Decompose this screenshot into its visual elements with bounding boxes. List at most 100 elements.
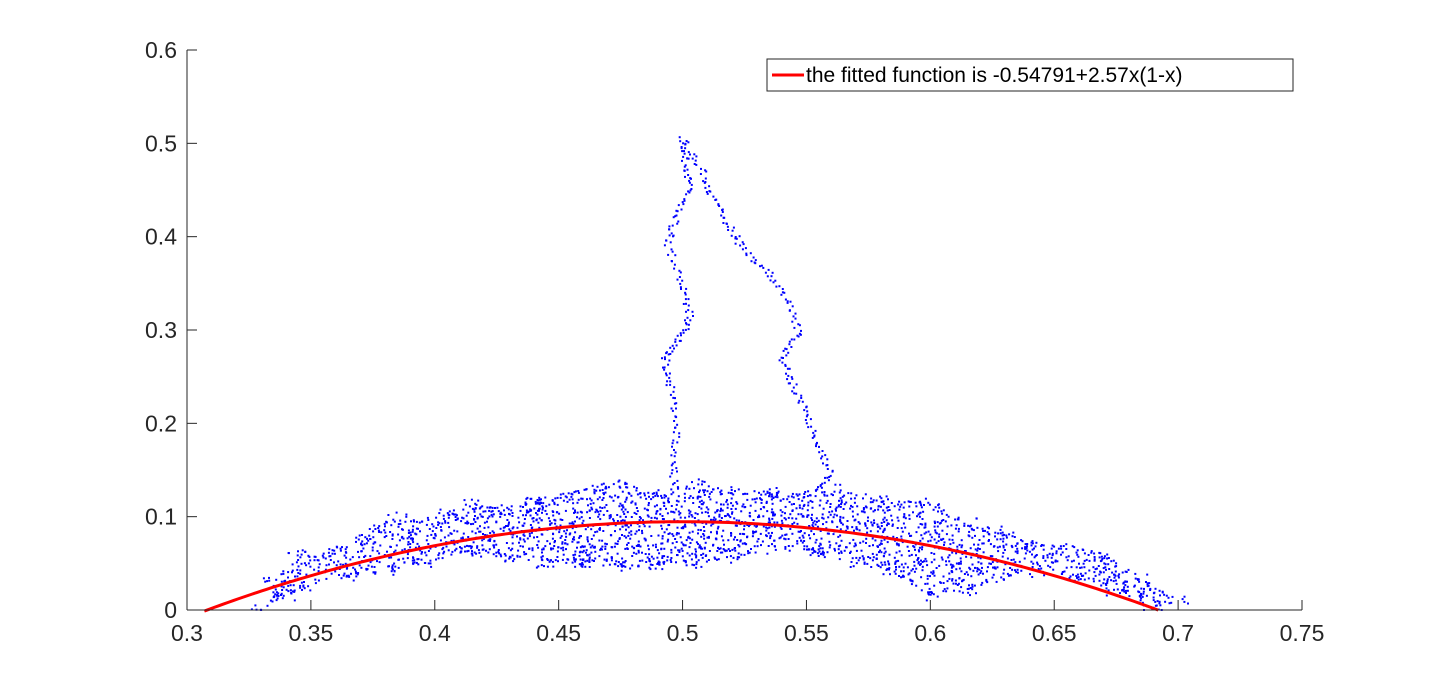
- data-point: [489, 538, 492, 541]
- data-point: [548, 520, 551, 523]
- data-point: [966, 588, 969, 590]
- data-point: [414, 546, 417, 549]
- data-point: [926, 582, 929, 585]
- data-point: [1020, 569, 1023, 572]
- data-point: [464, 522, 467, 525]
- data-point: [1054, 559, 1057, 562]
- data-point: [624, 508, 627, 511]
- data-point: [1068, 577, 1071, 579]
- data-point: [768, 526, 771, 529]
- data-point: [614, 542, 617, 545]
- data-point: [714, 518, 717, 521]
- data-point: [1145, 594, 1148, 597]
- data-point: [523, 540, 526, 543]
- data-point: [973, 543, 975, 546]
- data-point: [605, 543, 608, 546]
- data-point: [855, 494, 858, 497]
- data-point: [930, 561, 933, 564]
- data-point: [324, 557, 327, 560]
- data-point: [608, 563, 611, 566]
- data-point: [596, 498, 599, 501]
- data-point: [912, 511, 914, 514]
- data-point: [836, 514, 838, 517]
- data-point: [695, 541, 698, 544]
- data-point: [1102, 567, 1105, 570]
- data-point: [662, 366, 664, 369]
- data-point: [322, 556, 325, 559]
- data-point: [694, 512, 697, 515]
- data-point: [429, 547, 432, 550]
- data-point: [668, 228, 671, 231]
- data-point: [843, 503, 846, 506]
- data-point: [588, 561, 591, 563]
- data-point: [788, 309, 791, 312]
- data-point: [1111, 571, 1114, 574]
- data-point: [1000, 576, 1003, 579]
- data-point: [673, 347, 675, 350]
- data-point: [411, 530, 414, 533]
- data-point: [679, 536, 682, 539]
- data-point: [486, 517, 489, 520]
- data-point: [791, 390, 794, 393]
- data-point: [861, 555, 864, 558]
- data-point: [843, 549, 846, 552]
- data-point: [1097, 565, 1100, 567]
- data-point: [789, 513, 792, 516]
- data-point: [798, 399, 801, 402]
- data-point: [586, 511, 589, 514]
- data-point: [885, 506, 888, 509]
- data-point: [564, 509, 567, 512]
- data-point: [780, 527, 783, 530]
- data-point: [766, 491, 769, 494]
- data-point: [965, 571, 968, 574]
- data-point: [845, 546, 848, 549]
- data-point: [924, 522, 927, 525]
- data-point: [819, 530, 822, 532]
- data-point: [902, 506, 905, 509]
- data-point: [920, 506, 923, 509]
- data-point: [857, 559, 860, 562]
- data-point: [722, 503, 725, 506]
- data-point: [923, 532, 926, 535]
- data-point: [838, 491, 841, 494]
- data-point: [818, 550, 821, 553]
- data-point: [760, 544, 762, 547]
- data-point: [685, 140, 688, 142]
- data-point: [1007, 574, 1010, 577]
- data-point: [986, 531, 989, 534]
- data-point: [991, 555, 994, 558]
- data-point: [726, 499, 728, 502]
- data-point: [823, 491, 826, 493]
- data-point: [806, 515, 809, 518]
- data-point: [1021, 547, 1024, 550]
- data-point: [798, 506, 801, 509]
- data-point: [559, 493, 562, 496]
- data-point: [971, 563, 974, 566]
- data-point: [821, 482, 824, 485]
- data-point: [741, 248, 744, 251]
- data-point: [641, 529, 643, 532]
- data-point: [715, 501, 718, 504]
- data-point: [622, 510, 625, 513]
- data-point: [481, 544, 484, 547]
- data-point: [699, 173, 702, 175]
- data-point: [460, 537, 463, 540]
- data-point: [670, 510, 673, 513]
- data-point: [494, 507, 496, 509]
- data-point: [1079, 578, 1082, 581]
- data-point: [796, 494, 799, 497]
- data-point: [901, 530, 904, 533]
- data-point: [968, 535, 971, 538]
- data-point: [291, 569, 294, 572]
- data-point: [655, 512, 658, 515]
- data-point: [797, 498, 800, 501]
- data-point: [661, 542, 664, 545]
- data-point: [1063, 570, 1066, 573]
- data-point: [1060, 553, 1062, 556]
- data-point: [653, 505, 656, 508]
- data-point: [996, 546, 999, 549]
- data-point: [690, 514, 693, 516]
- data-point: [942, 590, 945, 593]
- data-point: [361, 534, 363, 536]
- data-point: [732, 556, 735, 559]
